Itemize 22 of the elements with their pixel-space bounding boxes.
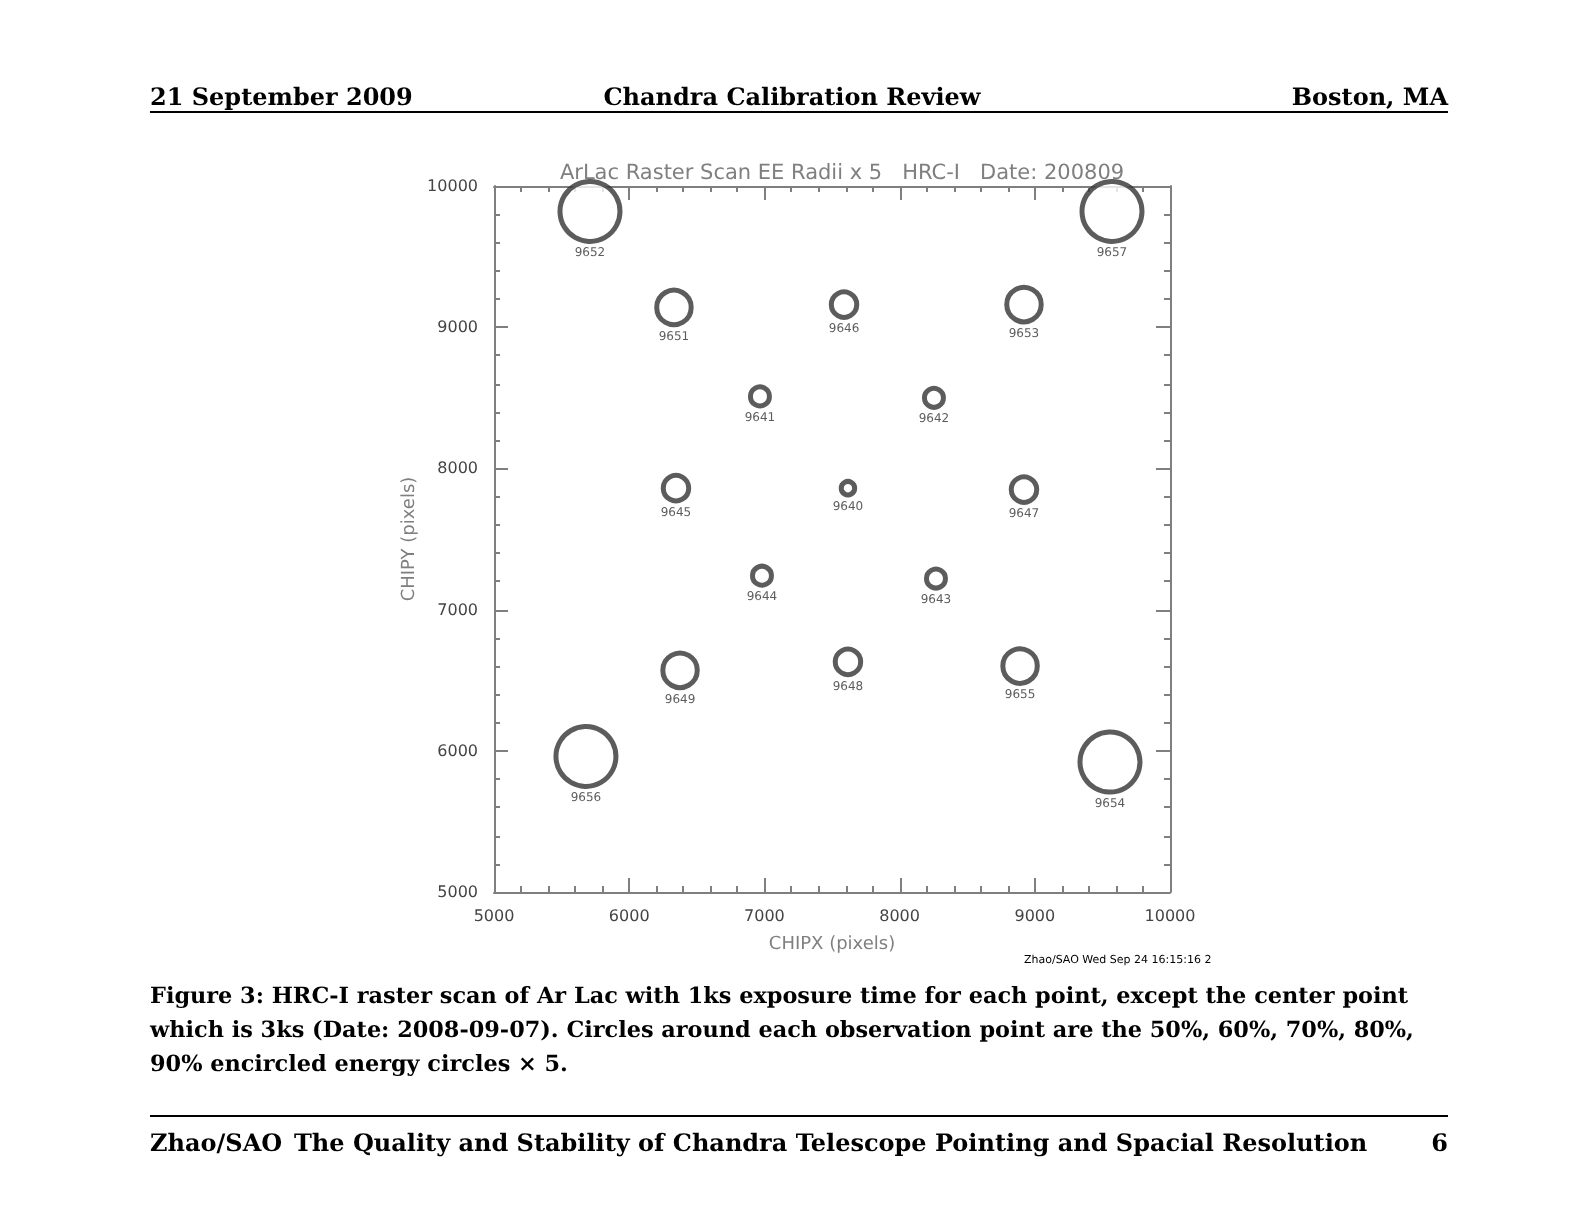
chart-title: ArLac Raster Scan EE Radii x 5 HRC-I Date: 200809 bbox=[559, 161, 1125, 185]
x-tick-label: 5000 bbox=[473, 907, 515, 925]
caption: Figure 3: HRC-I raster scan of Ar Lac with 1ks exposure time for each point, except the center point which is 3ks (Date: 2008-09-07). Circles around each observation point are the 50%, 60%, 70%, 80%, 90% encircled energy circles × 5. bbox=[148, 981, 1422, 1077]
y-tick-label: 5000 bbox=[437, 883, 478, 901]
y-axis-title: CHIPY (pixels) bbox=[400, 476, 421, 602]
y-tick-label: 8000 bbox=[437, 459, 478, 478]
text: The Quality and Stability of Chandra Telescope Pointing and Spacial Resolution bbox=[294, 1129, 1368, 1157]
x-tick-label: 10000 bbox=[1144, 907, 1196, 925]
x-tick-label: 9000 bbox=[1014, 907, 1056, 925]
text: Boston, MA bbox=[1291, 83, 1450, 111]
text: 21 September 2009 bbox=[150, 83, 413, 111]
x-tick-label: 6000 bbox=[608, 907, 650, 925]
text: Chandra Calibration Review bbox=[603, 83, 982, 111]
y-tick-label: 9000 bbox=[437, 318, 478, 337]
x-axis-title: CHIPX (pixels) bbox=[768, 935, 896, 955]
y-tick-label: 10000 bbox=[427, 177, 478, 195]
y-tick-label: 6000 bbox=[437, 741, 478, 760]
x-tick-label: 8000 bbox=[879, 907, 920, 925]
x-tick-label: 7000 bbox=[744, 907, 785, 925]
text: 6 bbox=[1431, 1129, 1449, 1157]
y-tick-label: 7000 bbox=[437, 600, 478, 619]
text: Zhao/SAO bbox=[150, 1129, 283, 1157]
